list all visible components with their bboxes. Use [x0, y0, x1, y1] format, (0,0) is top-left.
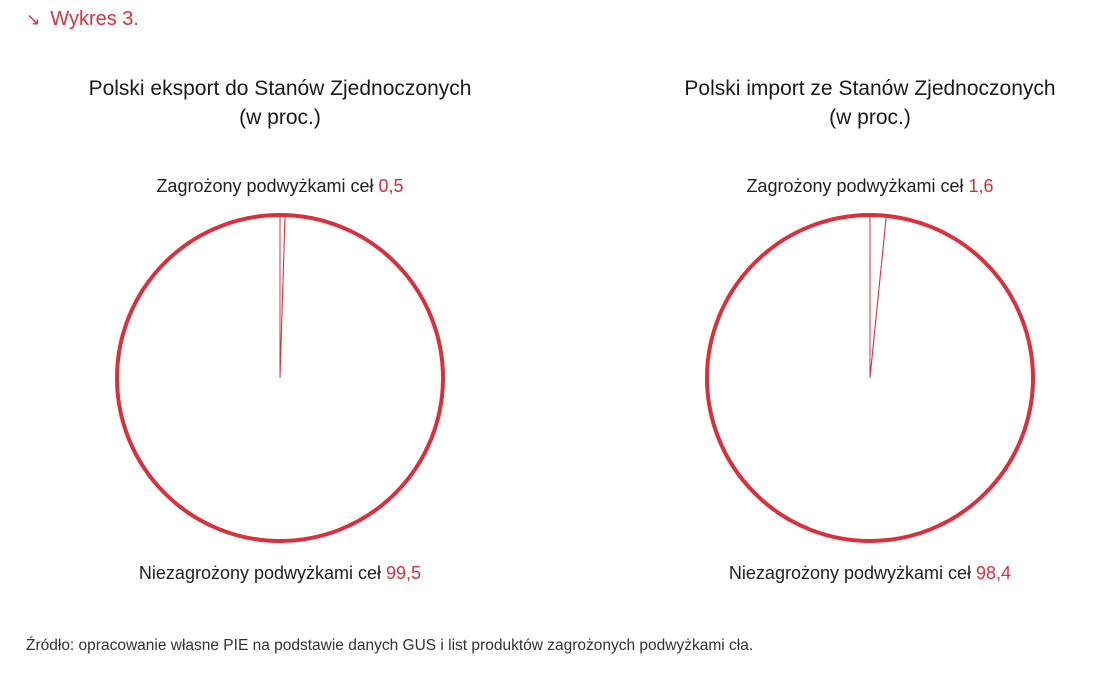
chart-title-line1: Polski import ze Stanów Zjednoczonych [684, 77, 1056, 100]
slice-label-text: Zagrożony podwyżkami ceł [746, 176, 964, 196]
figure-label-text: Wykres 3. [50, 8, 139, 30]
chart-title-line2: (w proc.) [239, 106, 321, 129]
slice-value: 98,4 [976, 563, 1012, 583]
slice-value: 1,6 [968, 176, 994, 196]
figure-label: ↘ Wykres 3. [26, 8, 139, 31]
pie-chart-export: Polski eksport do Stanów Zjednoczonych (… [40, 70, 520, 600]
pie-outline [705, 213, 1035, 543]
chart-title-line2: (w proc.) [829, 106, 911, 129]
slice-label-text: Niezagrożony podwyżkami ceł [728, 563, 972, 583]
pie-svg [115, 213, 445, 543]
slice-value: 99,5 [386, 563, 422, 583]
slice-label-text: Niezagrożony podwyżkami ceł [138, 563, 382, 583]
pie-outline [115, 213, 445, 543]
slice-label-large: Niezagrożony podwyżkami ceł 98,4 [630, 563, 1110, 584]
chart-title: Polski eksport do Stanów Zjednoczonych (… [40, 74, 520, 132]
pie-chart-import: Polski import ze Stanów Zjednoczonych (w… [630, 70, 1110, 600]
slice-label-small: Zagrożony podwyżkami ceł 1,6 [630, 176, 1110, 197]
slice-label-small: Zagrożony podwyżkami ceł 0,5 [40, 176, 520, 197]
slice-label-text: Zagrożony podwyżkami ceł [156, 176, 374, 196]
chart-title-line1: Polski eksport do Stanów Zjednoczonych [88, 77, 472, 100]
chart-title: Polski import ze Stanów Zjednoczonych (w… [630, 74, 1110, 132]
source-note: Źródło: opracowanie własne PIE na podsta… [26, 637, 754, 654]
slice-label-large: Niezagrożony podwyżkami ceł 99,5 [40, 563, 520, 584]
pie-svg [705, 213, 1035, 543]
slice-value: 0,5 [378, 176, 404, 196]
arrow-down-right-icon: ↘ [26, 9, 41, 29]
